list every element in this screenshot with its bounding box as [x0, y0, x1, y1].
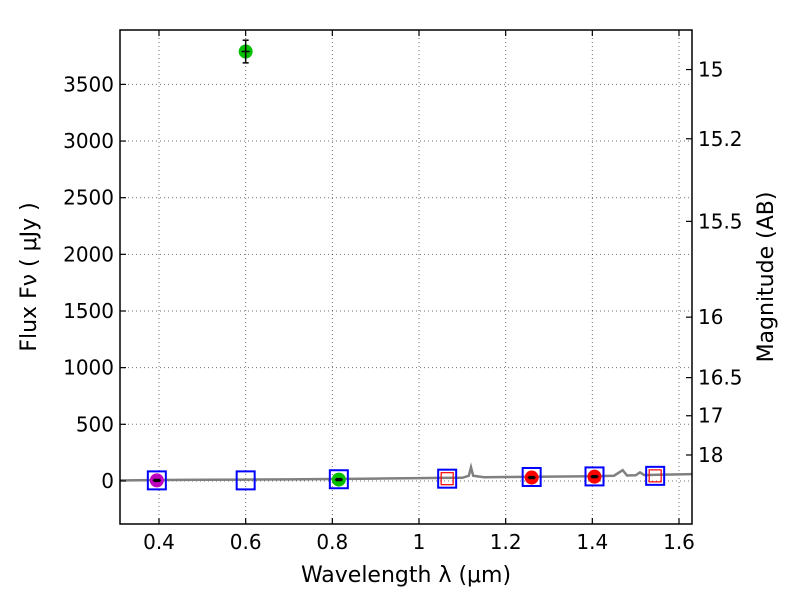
y-axis-label: Flux Fν ( μJy )	[17, 202, 42, 351]
model-photometry-square	[235, 470, 256, 491]
model-photometry-square	[521, 466, 542, 487]
model-photometry-square	[437, 468, 458, 489]
y-tick-label: 1500	[63, 299, 114, 323]
mag-tick-label: 15.2	[698, 127, 743, 151]
tick-layer	[120, 30, 692, 524]
x-tick-label: 1	[413, 530, 426, 554]
y-tick-label: 3000	[63, 129, 114, 153]
mag-tick-label: 16	[698, 305, 723, 329]
y-tick-label: 0	[101, 469, 114, 493]
upper-limit-square	[440, 472, 454, 486]
label-layer: 0.4 0.6 0.8 1 1.2 1.4 1.6 0 500 1000 1500 2000 2500 3…	[63, 58, 742, 554]
model-spectrum-line	[119, 462, 693, 482]
y-tick-label: 2500	[63, 186, 114, 210]
upper-limit-square	[648, 469, 662, 483]
model-photometry-square	[645, 465, 666, 486]
mag-tick-label: 17	[698, 404, 723, 428]
mag-tick-label: 15	[698, 58, 723, 82]
x-tick-label: 1.2	[490, 530, 522, 554]
x-tick-label: 1.6	[663, 530, 695, 554]
model-photometry-square	[146, 470, 167, 491]
right-axis-label: Magnitude (AB)	[754, 192, 779, 363]
model-photometry-square	[328, 469, 349, 490]
y-tick-label: 1000	[63, 356, 114, 380]
y-tick-label: 3500	[63, 72, 114, 96]
y-tick-label: 2000	[63, 242, 114, 266]
mag-tick-label: 18	[698, 443, 723, 467]
mag-tick-label: 16.5	[698, 366, 743, 390]
y-tick-label: 500	[76, 412, 114, 436]
x-tick-label: 0.8	[316, 530, 348, 554]
data-layer	[119, 39, 693, 491]
mag-tick-label: 15.5	[698, 209, 743, 233]
model-photometry-square	[584, 466, 605, 487]
x-tick-label: 0.6	[230, 530, 262, 554]
x-tick-label: 1.4	[576, 530, 608, 554]
plot-frame	[119, 29, 693, 525]
grid-layer	[120, 30, 692, 524]
x-axis-label: Wavelength λ (μm)	[301, 563, 511, 588]
x-tick-label: 0.4	[143, 530, 175, 554]
